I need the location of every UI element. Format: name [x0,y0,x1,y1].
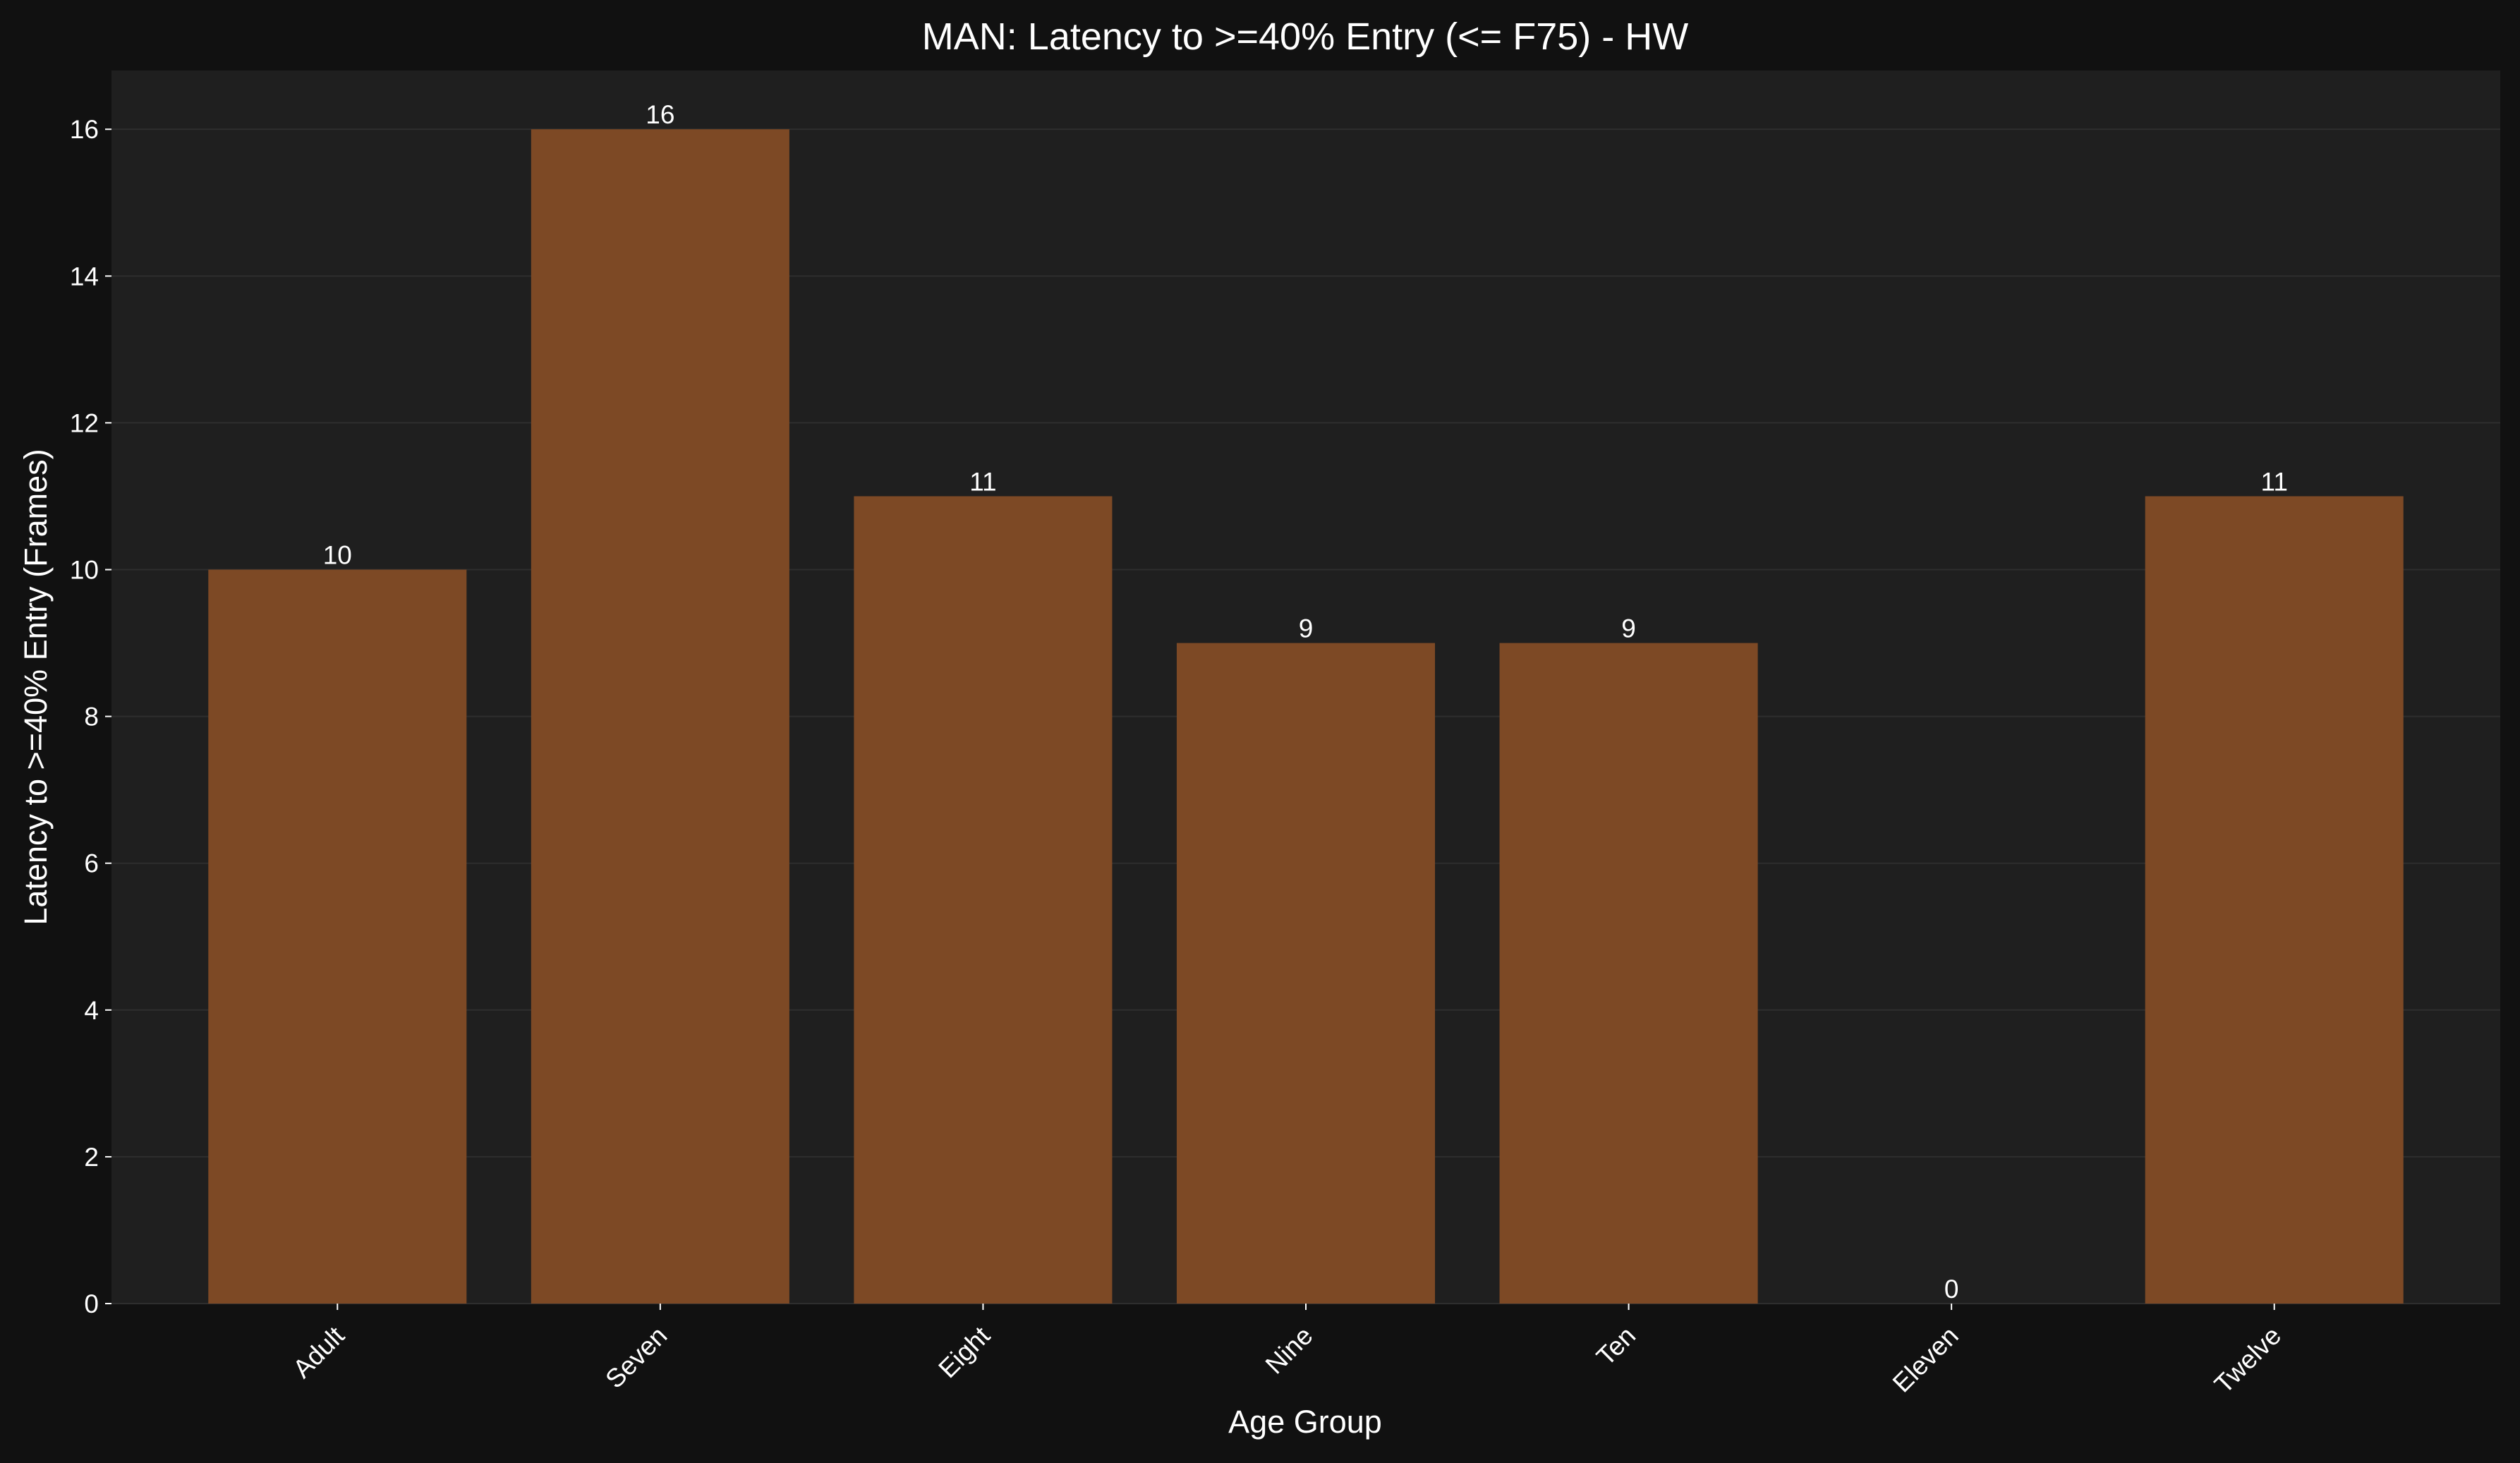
y-axis-label: Latency to >=40% Entry (Frames) [18,449,54,925]
y-tick-label: 2 [84,1143,99,1172]
y-tick-label: 8 [84,703,99,732]
value-label-seven: 16 [646,100,674,129]
y-axis-ticks: 0 2 4 6 8 10 12 14 16 [70,115,111,1318]
chart-title: MAN: Latency to >=40% Entry (<= F75) - H… [922,16,1688,58]
y-tick-label: 0 [84,1289,99,1318]
value-label-ten: 9 [1621,614,1636,643]
bars [208,129,2404,1304]
y-tick-label: 6 [84,849,99,878]
x-axis-label: Age Group [1228,1404,1382,1440]
bar-twelve [2145,496,2404,1304]
bar-eight [854,496,1113,1304]
bar-adult [208,569,467,1304]
value-label-nine: 9 [1299,614,1314,643]
y-tick-label: 4 [84,996,99,1025]
value-label-eleven: 0 [1944,1275,1959,1304]
y-tick-label: 12 [70,408,99,437]
y-tick-label: 14 [70,262,99,291]
value-label-twelve: 11 [2260,467,2287,496]
y-tick-label: 10 [70,556,99,585]
bar-nine [1176,643,1436,1304]
value-label-eight: 11 [969,467,996,496]
value-label-adult: 10 [323,541,352,570]
bar-seven [531,129,789,1304]
y-tick-label: 16 [70,115,99,144]
bar-ten [1499,643,1758,1304]
value-labels: 10 16 11 9 9 0 11 [323,100,2288,1304]
